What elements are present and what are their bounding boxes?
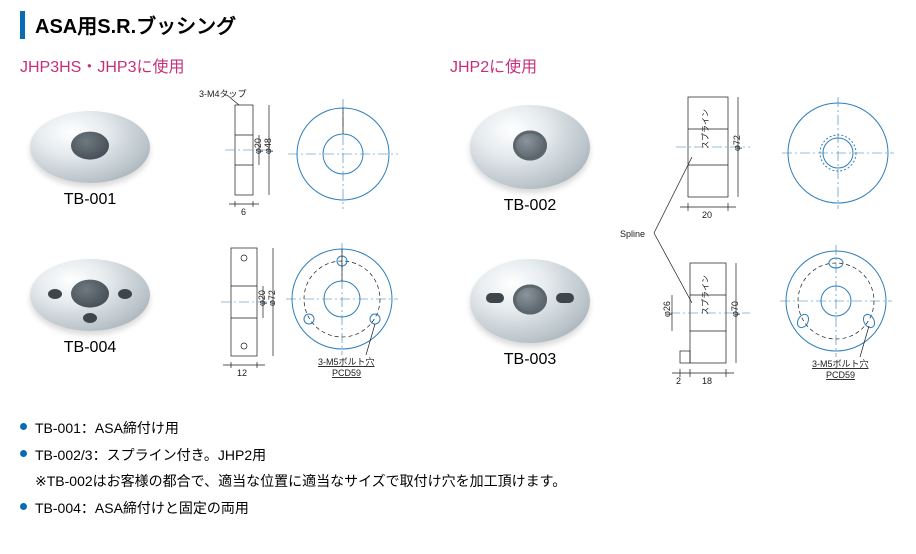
dim-tb003-thk2: 2 xyxy=(676,376,681,386)
dim-tb004-thk: 12 xyxy=(237,368,247,376)
dim-tb003-dout: φ70 xyxy=(730,301,740,317)
tb004-photo xyxy=(30,259,150,331)
dim-tb001-tap: 3-M4タップ xyxy=(199,89,247,99)
subhead-row: JHP3HS・JHP3に使用 JHP2に使用 xyxy=(20,53,896,81)
bullet-icon xyxy=(20,450,27,457)
tb004-section: φ20 φ72 12 xyxy=(175,236,275,376)
tb001-front xyxy=(288,99,398,209)
tb002-front xyxy=(780,95,896,211)
dim-tb003-thk: 18 xyxy=(702,376,712,386)
dim-tb004-pcd: PCD59 xyxy=(332,368,361,378)
dim-tb003-din: φ26 xyxy=(662,301,672,317)
note-1-text: TB-001：ASA締付け用 xyxy=(35,415,179,442)
tb003-label: TB-003 xyxy=(470,351,590,369)
dim-tb002-dout: φ72 xyxy=(732,135,742,151)
bullet-icon xyxy=(20,503,27,510)
bullet-icon xyxy=(20,423,27,430)
dim-tb002-thk: 20 xyxy=(702,210,712,220)
tb001-photo-cell: TB-001 xyxy=(30,111,150,209)
tb001-label: TB-001 xyxy=(30,191,150,209)
dim-tb003-pcd: PCD59 xyxy=(826,370,855,380)
dim-tb004-dout: φ72 xyxy=(267,290,275,306)
note-2-sub: ※TB-002はお客様の都合で、適当な位置に適当なサイズで取付け穴を加工頂けます… xyxy=(35,468,896,495)
dim-tb001-thk: 6 xyxy=(241,207,246,217)
tb002-photo xyxy=(470,105,590,189)
dim-tb003-spline: スプライン xyxy=(701,275,710,315)
note-1: TB-001：ASA締付け用 xyxy=(20,415,896,442)
dim-tb002-spline: スプライン xyxy=(701,109,710,149)
subhead-left: JHP3HS・JHP3に使用 xyxy=(20,53,450,77)
subhead-right: JHP2に使用 xyxy=(450,53,537,77)
title-accent-bar xyxy=(20,11,25,39)
tb004-front: 3-M5ボルト穴 PCD59 xyxy=(282,241,412,381)
dim-tb001-dout: φ48 xyxy=(263,138,273,154)
tb003-front: 3-M5ボルト穴 PCD59 xyxy=(776,243,910,383)
product-grid: TB-001 3-M4タップ φ20 φ48 6 xyxy=(20,81,896,401)
tb003-photo xyxy=(470,259,590,343)
tb002-label: TB-002 xyxy=(470,197,590,215)
dim-tb004-bolt: 3-M5ボルト穴 xyxy=(318,356,375,367)
note-2-text: TB-002/3：スプライン付き。JHP2用 xyxy=(35,442,266,469)
note-3-text: TB-004：ASA締付けと固定の両用 xyxy=(35,495,249,522)
section-title: ASA用S.R.ブッシング xyxy=(20,10,896,39)
dim-tb001-din: φ20 xyxy=(253,138,263,154)
title-text: ASA用S.R.ブッシング xyxy=(35,10,236,39)
note-2: TB-002/3：スプライン付き。JHP2用 xyxy=(20,442,896,469)
tb003-photo-cell: TB-003 xyxy=(470,259,590,369)
tb001-photo xyxy=(30,111,150,183)
tb004-photo-cell: TB-004 xyxy=(30,259,150,357)
tb002-photo-cell: TB-002 xyxy=(470,105,590,215)
notes: TB-001：ASA締付け用 TB-002/3：スプライン付き。JHP2用 ※T… xyxy=(20,415,896,521)
right-sections: スプライン φ72 20 Spline スプライン φ26 φ70 2 xyxy=(620,87,780,387)
dim-tb004-din: φ20 xyxy=(257,290,267,306)
tb001-section: 3-M4タップ φ20 φ48 6 xyxy=(175,87,275,217)
note-3: TB-004：ASA締付けと固定の両用 xyxy=(20,495,896,522)
tb004-label: TB-004 xyxy=(30,339,150,357)
spline-label: Spline xyxy=(620,229,645,239)
dim-tb003-bolt: 3-M5ボルト穴 xyxy=(812,358,869,369)
